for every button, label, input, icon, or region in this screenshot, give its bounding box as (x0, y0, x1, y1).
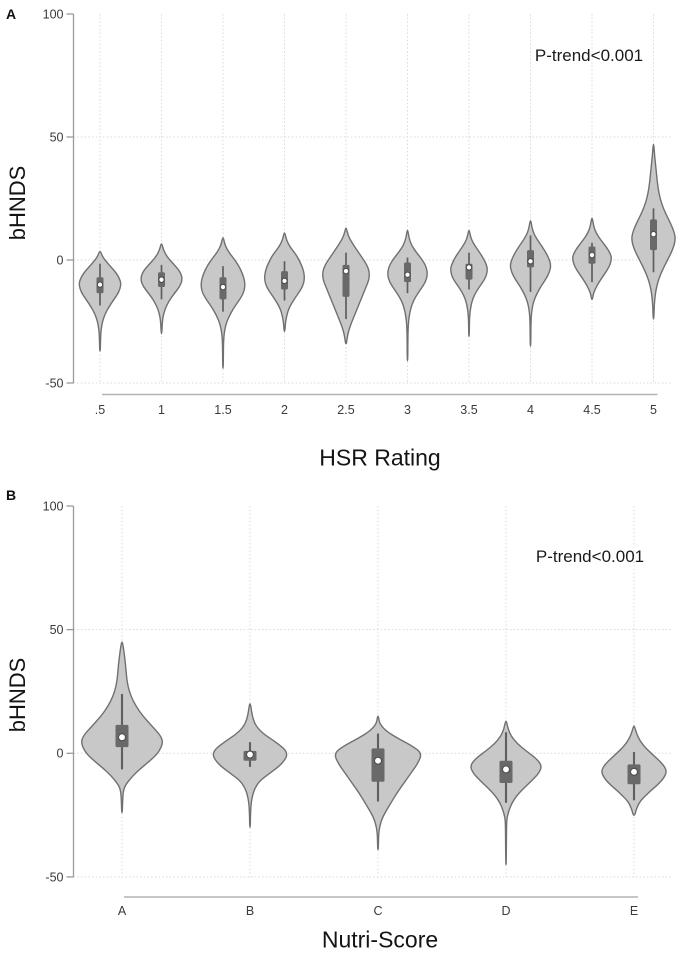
x-category-label: C (373, 904, 382, 918)
median-dot (96, 281, 104, 288)
median-dot (281, 277, 288, 285)
box (371, 748, 385, 782)
violin-body (387, 229, 428, 362)
violin-b-C (334, 715, 422, 851)
y-tick-label: 0 (57, 253, 64, 267)
violin-b-D (470, 720, 542, 866)
panel-b-letter: B (6, 487, 17, 503)
violin-a-1.5 (200, 237, 246, 369)
violin-b-E (601, 725, 667, 816)
median-dot (117, 733, 127, 742)
violin-a-4.5 (572, 217, 612, 301)
median-dot (342, 267, 350, 275)
p-trend-annotation-panel-b: P-trend<0.001 (535, 547, 645, 566)
y-tick-label: 100 (43, 499, 64, 513)
violin-a-4 (509, 219, 552, 347)
x-axis-title-panel-a: HSR Rating (319, 444, 441, 471)
median-dot (527, 257, 534, 265)
x-category-label: E (630, 904, 638, 918)
median-dot (373, 756, 383, 765)
violin-a-5 (631, 143, 676, 320)
median-dot (404, 271, 411, 279)
median-dot (158, 276, 165, 283)
y-tick-label: -50 (45, 376, 63, 390)
x-category-label: 4.5 (583, 403, 600, 417)
x-category-label: 1 (158, 403, 165, 417)
violin-a-3.5 (450, 229, 488, 337)
median-dot (588, 251, 596, 259)
median-dot (650, 230, 657, 238)
x-axis-title-panel-b: Nutri-Score (321, 926, 439, 953)
x-category-label: .5 (95, 403, 105, 417)
median-dot (245, 750, 255, 759)
panel-a-plot: 100 50 0 -50 .5 1 1.5 2 2.5 3 3.5 4 4.5 5 (43, 7, 676, 417)
x-category-label: B (246, 904, 254, 918)
y-axis-title-panel-b: bHNDS (5, 657, 30, 733)
violin-a-.5 (78, 250, 122, 352)
panel-b-plot: 100 50 0 -50 A B C D E (43, 499, 671, 918)
x-category-label: 3 (404, 403, 411, 417)
x-category-label: 3.5 (460, 403, 477, 417)
x-category-label: 2 (281, 403, 288, 417)
violin-a-2 (264, 232, 305, 333)
y-tick-label: 100 (43, 7, 64, 21)
violin-a-3 (387, 229, 428, 362)
y-tick-label: -50 (45, 870, 63, 884)
violin-a-1 (140, 243, 183, 335)
x-category-label: A (118, 904, 127, 918)
median-dot (219, 283, 227, 291)
violin-b-B (212, 703, 288, 829)
x-category-label: 5 (650, 403, 657, 417)
median-dot (629, 767, 639, 776)
x-category-label: 4 (527, 403, 534, 417)
panel-a-letter: A (6, 6, 17, 22)
x-category-label: 1.5 (214, 403, 231, 417)
y-tick-label: 50 (50, 130, 64, 144)
p-trend-annotation-panel-a: P-trend<0.001 (534, 46, 644, 65)
x-category-label: 2.5 (337, 403, 354, 417)
x-category-label: D (501, 904, 510, 918)
median-dot (465, 264, 473, 271)
median-dot (501, 765, 511, 774)
y-tick-label: 0 (57, 747, 64, 761)
violin-b-A (81, 641, 163, 814)
y-tick-label: 50 (50, 623, 64, 637)
violin-a-2.5 (322, 227, 370, 345)
y-axis-title-panel-a: bHNDS (5, 165, 30, 241)
